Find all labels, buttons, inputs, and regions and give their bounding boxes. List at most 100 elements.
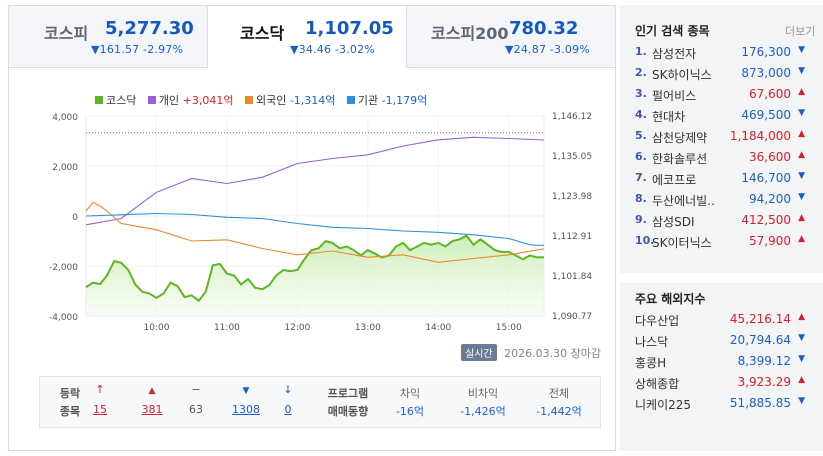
- popular-name[interactable]: 에코프로: [652, 173, 697, 187]
- tab-kospi-value: 5,277.30: [105, 18, 194, 39]
- legend-kosdaq-label: 코스닥: [106, 94, 137, 107]
- world-index-direction-icon: ▲: [798, 375, 805, 385]
- popular-direction-icon: ▲: [798, 234, 805, 244]
- popular-direction-icon: ▼: [798, 45, 805, 55]
- world-index-item[interactable]: 다우산업 45,216.14 ▲: [635, 310, 805, 331]
- tab-kosdaq[interactable]: 코스닥 1,107.05 ▼34.46 -3.02%: [208, 6, 407, 68]
- popular-item[interactable]: 5. 삼천당제약 1,184,000 ▲: [635, 127, 805, 148]
- popular-item[interactable]: 2. SK하이닉스 873,000 ▼: [635, 64, 805, 85]
- popular-name[interactable]: 현대차: [652, 110, 686, 124]
- program-nonarbitrage-label: 비차익: [467, 387, 499, 400]
- popular-direction-icon: ▼: [798, 192, 805, 202]
- right-tick-label: 1,112.91: [552, 232, 592, 242]
- popular-rank: 1.: [635, 45, 647, 58]
- left-tick-label: 4,000: [52, 113, 78, 123]
- x-tick-label: 12:00: [284, 323, 310, 333]
- world-index-item[interactable]: 나스닥 20,794.64 ▼: [635, 331, 805, 352]
- world-index-item[interactable]: 상해종합 3,923.29 ▲: [635, 373, 805, 394]
- popular-rank: 7.: [635, 171, 647, 184]
- flat-icon: −: [191, 383, 201, 396]
- tab-kospi200-name: 코스피200: [431, 24, 509, 43]
- popular-title: 인기 검색 종목: [635, 24, 710, 38]
- tab-kospi200-value: 780.32: [509, 18, 579, 39]
- world-index-name[interactable]: 다우산업: [635, 314, 680, 328]
- popular-item[interactable]: 3. 펄어비스 67,600 ▲: [635, 85, 805, 106]
- legend-kosdaq[interactable]: 코스닥: [95, 92, 136, 108]
- popular-direction-icon: ▼: [798, 66, 805, 76]
- fall-count[interactable]: 1308: [232, 403, 260, 416]
- popular-name[interactable]: 펄어비스: [652, 89, 697, 103]
- world-index-item[interactable]: 니케이225 51,885.85 ▼: [635, 394, 805, 415]
- more-link[interactable]: 더보기: [785, 25, 816, 38]
- popular-item[interactable]: 9. 삼성SDI 412,500 ▲: [635, 211, 805, 232]
- realtime-badge: 실시간: [461, 344, 497, 361]
- popular-item[interactable]: 6. 한화솔루션 36,600 ▲: [635, 148, 805, 169]
- popular-name[interactable]: SK하이닉스: [652, 68, 712, 82]
- popular-name[interactable]: 한화솔루션: [652, 152, 708, 166]
- panel-divider: [620, 273, 823, 283]
- program-arbitrage-label: 차익: [399, 387, 421, 400]
- legend-institution-swatch: [346, 96, 355, 104]
- rise-count[interactable]: 381: [141, 403, 163, 416]
- legend-institution-label: 기관: [357, 94, 379, 107]
- popular-name[interactable]: 삼성전자: [652, 47, 697, 61]
- popular-item[interactable]: 10. SK이터닉스 57,900 ▲: [635, 232, 805, 253]
- popular-name[interactable]: 두산에너빌..: [652, 194, 715, 208]
- right-tick-label: 1,090.77: [552, 312, 592, 322]
- foreign-line: [85, 201, 545, 263]
- left-tick-label: 2,000: [52, 163, 78, 173]
- world-index-name[interactable]: 상해종합: [635, 377, 680, 391]
- limit-down-count[interactable]: 0: [284, 403, 292, 416]
- legend-foreign-value: -1,314억: [289, 94, 336, 107]
- world-index-price: 45,216.14: [729, 312, 791, 326]
- x-tick-label: 11:00: [214, 323, 240, 333]
- popular-name[interactable]: 삼성SDI: [652, 215, 695, 229]
- legend-individual-value: +3,041억: [182, 94, 234, 107]
- world-index-name[interactable]: 니케이225: [635, 398, 692, 412]
- world-index-direction-icon: ▼: [798, 333, 805, 343]
- right-tick-label: 1,101.84: [552, 272, 592, 282]
- popular-price: 57,900: [749, 234, 791, 248]
- right-tick-label: 1,135.05: [552, 152, 592, 162]
- world-index-name[interactable]: 나스닥: [635, 335, 669, 349]
- popular-item[interactable]: 1. 삼성전자 176,300 ▼: [635, 43, 805, 64]
- market-status: 장마감: [570, 347, 601, 360]
- world-index-direction-icon: ▲: [798, 312, 805, 322]
- popular-name[interactable]: SK이터닉스: [652, 236, 712, 250]
- tab-kospi200-change: ▼24.87 -3.09%: [505, 43, 590, 56]
- world-title: 주요 해외지수: [635, 292, 706, 306]
- world-index-price: 8,399.12: [737, 354, 791, 368]
- legend-individual[interactable]: 개인 +3,041억: [147, 92, 234, 108]
- tab-kospi200[interactable]: 코스피200 780.32 ▼24.87 -3.09%: [407, 6, 615, 68]
- popular-rank: 5.: [635, 129, 647, 142]
- world-index-item[interactable]: 홍콩H 8,399.12 ▼: [635, 352, 805, 373]
- popular-item[interactable]: 7. 에코프로 146,700 ▼: [635, 169, 805, 190]
- popular-price: 873,000: [741, 66, 791, 80]
- legend-foreign-swatch: [244, 96, 253, 104]
- world-index-price: 3,923.29: [737, 375, 791, 389]
- kosdaq-area: [86, 235, 544, 316]
- popular-name[interactable]: 삼천당제약: [652, 131, 708, 145]
- legend-institution-value: -1,179억: [381, 94, 428, 107]
- popular-price: 94,200: [749, 192, 791, 206]
- world-index-name[interactable]: 홍콩H: [635, 356, 667, 370]
- limit-up-count[interactable]: 15: [93, 403, 107, 416]
- popular-rank: 3.: [635, 87, 647, 100]
- institution-line: [85, 212, 545, 247]
- tab-kosdaq-value: 1,107.05: [305, 18, 394, 39]
- popular-item[interactable]: 8. 두산에너빌.. 94,200 ▼: [635, 190, 805, 211]
- popular-rank: 6.: [635, 150, 647, 163]
- tab-kospi[interactable]: 코스피 5,277.30 ▼161.57 -2.97%: [9, 6, 208, 68]
- popular-direction-icon: ▲: [798, 213, 805, 223]
- individual-line: [85, 136, 545, 226]
- legend-institution[interactable]: 기관 -1,179억: [346, 92, 428, 108]
- rise-icon: ▲: [148, 386, 156, 396]
- tab-kosdaq-change: ▼34.46 -3.02%: [290, 43, 375, 56]
- legend-foreign[interactable]: 외국인 -1,314억: [244, 92, 336, 108]
- left-tick-label: -2,000: [49, 263, 78, 273]
- popular-item[interactable]: 4. 현대차 469,500 ▼: [635, 106, 805, 127]
- tab-kospi-name: 코스피: [44, 24, 89, 43]
- program-label-1: 프로그램: [327, 387, 369, 400]
- legend-individual-swatch: [147, 96, 156, 104]
